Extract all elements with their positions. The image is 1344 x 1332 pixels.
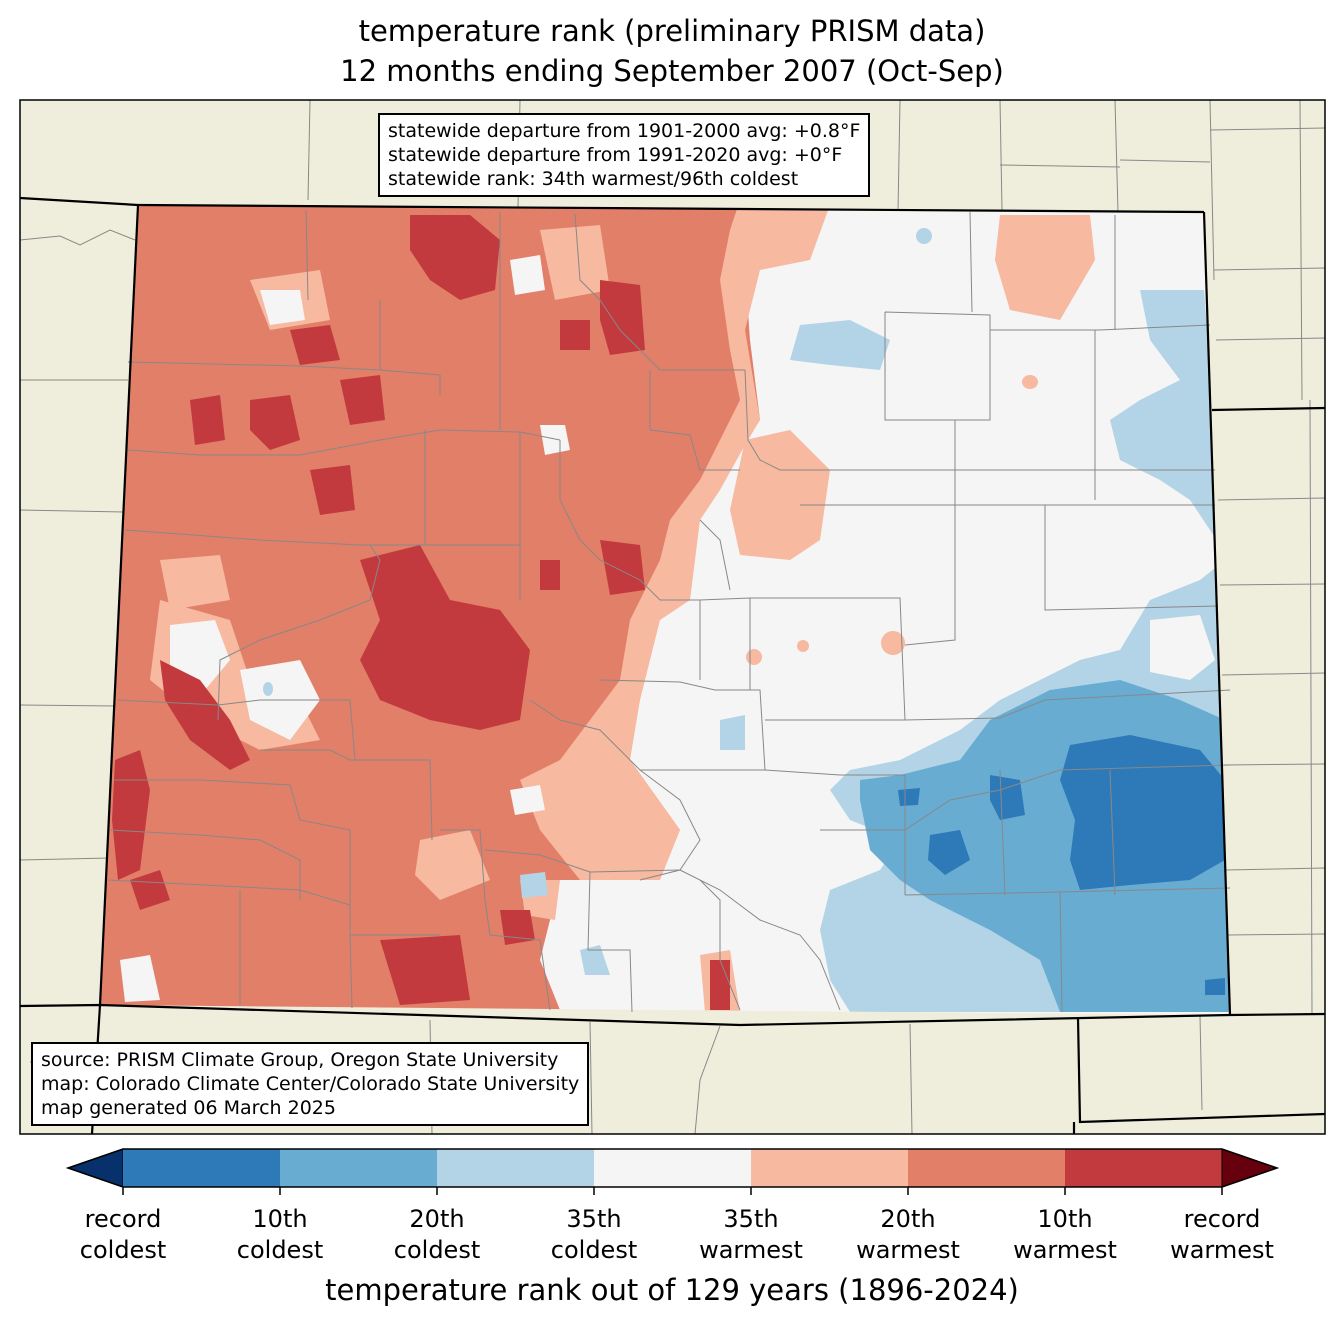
colorbar-tick-label-10th-warmest: 10th warmest bbox=[1013, 1205, 1117, 1264]
colorbar-tick-label-10th-coldest: 10th coldest bbox=[236, 1205, 324, 1264]
cold-10th-record-zones bbox=[898, 735, 1225, 995]
departure-1901-2000: statewide departure from 1901-2000 avg: … bbox=[388, 120, 861, 142]
colorbar-tick-label-record-warmest: record warmest bbox=[1170, 1205, 1274, 1264]
statewide-stats-box: statewide departure from 1901-2000 avg: … bbox=[378, 113, 871, 197]
source-credits-box: source: PRISM Climate Group, Oregon Stat… bbox=[31, 1042, 590, 1126]
departure-1991-2020: statewide departure from 1991-2020 avg: … bbox=[388, 144, 843, 166]
map-credit-line: map: Colorado Climate Center/Colorado St… bbox=[41, 1073, 580, 1095]
colorbar-tick-label-record-coldest: record coldest bbox=[79, 1205, 167, 1264]
colorbar-segment-35th-20th-warmest bbox=[751, 1149, 908, 1187]
source-line: source: PRISM Climate Group, Oregon Stat… bbox=[41, 1049, 559, 1071]
map-frame bbox=[19, 99, 1326, 1135]
colorbar-segment-record-10th-coldest bbox=[123, 1149, 280, 1187]
colorbar-tick-marks bbox=[122, 1187, 1223, 1195]
east-near-normal-patch bbox=[1150, 615, 1215, 680]
colorbar-segment-10th-record-warmest bbox=[1065, 1149, 1222, 1187]
colorbar bbox=[65, 1148, 1280, 1195]
colorbar-tick-label-20th-warmest: 20th warmest bbox=[856, 1205, 960, 1264]
map-title-line1: temperature rank (preliminary PRISM data… bbox=[358, 14, 986, 48]
colorbar-tick-label-35th-coldest: 35th coldest bbox=[550, 1205, 638, 1264]
colorbar-tick-label-35th-warmest: 35th warmest bbox=[699, 1205, 803, 1264]
generated-date-line: map generated 06 March 2025 bbox=[41, 1097, 336, 1119]
colorbar-segment-10th-20th-coldest bbox=[280, 1149, 437, 1187]
colorbar-segment-near-normal bbox=[594, 1149, 751, 1187]
colorbar-tick-label-20th-coldest: 20th coldest bbox=[393, 1205, 481, 1264]
colorado-county-lines bbox=[107, 209, 1231, 1013]
colorbar-segment-20th-10th-warmest bbox=[908, 1149, 1065, 1187]
colorbar-segment-20th-35th-coldest bbox=[437, 1149, 594, 1187]
colorbar-title: temperature rank out of 129 years (1896-… bbox=[325, 1273, 1019, 1307]
colorbar-cold-extend-arrow bbox=[66, 1148, 124, 1188]
state-boundaries bbox=[20, 196, 1325, 1134]
statewide-rank: statewide rank: 34th warmest/96th coldes… bbox=[388, 168, 799, 190]
map-title-line2: 12 months ending September 2007 (Oct-Sep… bbox=[340, 54, 1004, 88]
warm-10th-record-patches bbox=[112, 215, 730, 1010]
colorbar-warm-extend-arrow bbox=[1221, 1148, 1279, 1188]
